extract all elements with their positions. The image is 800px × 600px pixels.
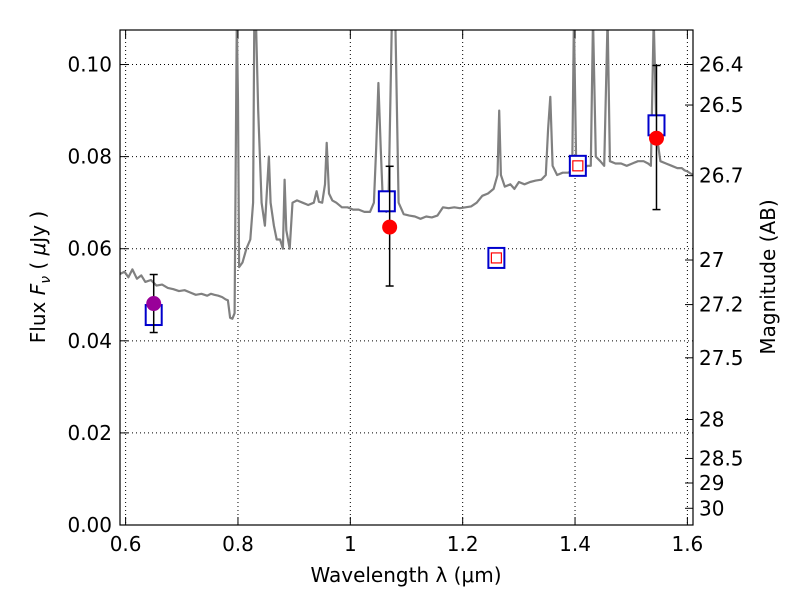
y-tick-label: 0.02: [67, 421, 112, 445]
axes-frame: [119, 29, 694, 526]
mag-tick-label: 26.5: [699, 93, 744, 117]
grid: [120, 30, 693, 525]
mag-tick-label: 26.7: [699, 164, 744, 188]
mag-tick-label: 27.2: [699, 293, 744, 317]
mag-tick-label: 29: [699, 471, 724, 495]
y-tick-label: 0.08: [67, 145, 112, 169]
mag-tick-label: 26.4: [699, 53, 744, 77]
x-tick-label: 1.4: [559, 532, 591, 556]
observed-flux-point: [382, 219, 398, 235]
y2-axis-label: Magnitude (AB): [756, 199, 780, 354]
y-tick-label: 0.04: [67, 329, 112, 353]
x-axis-label: Wavelength λ (μm): [310, 563, 501, 587]
x-tick-label: 0.8: [222, 532, 254, 556]
mag-tick-label: 28: [699, 408, 724, 432]
mag-tick-label: 27: [699, 248, 724, 272]
mag-tick-label: 27.5: [699, 346, 744, 370]
synthetic-flux-inner-marker: [572, 160, 584, 172]
observed-flux-point: [146, 296, 162, 312]
y-tick-label: 0.10: [67, 53, 112, 77]
x-tick-label: 1.6: [671, 532, 703, 556]
y-axis-label: Flux Fν ( μJy ): [26, 211, 54, 343]
y-tick-label: 0.06: [67, 237, 112, 261]
model-spectrum-line: [120, 30, 693, 320]
mag-tick-label: 28.5: [699, 446, 744, 470]
mag-tick-label: 30: [699, 496, 724, 520]
ticks: 0.6 0.8 1 1.2 1.4 1.6 0.00 0.02 0.04 0.06 0.08 0.10…: [67, 30, 744, 556]
synthetic-flux-marker: [377, 190, 396, 213]
x-tick-label: 1.2: [447, 532, 479, 556]
plot-area: [120, 30, 693, 334]
observed-flux-point: [648, 130, 664, 146]
x-tick-label: 0.6: [110, 532, 142, 556]
y-tick-label: 0.00: [67, 513, 112, 537]
x-tick-label: 1: [344, 532, 357, 556]
synthetic-flux-inner-marker: [490, 252, 502, 264]
